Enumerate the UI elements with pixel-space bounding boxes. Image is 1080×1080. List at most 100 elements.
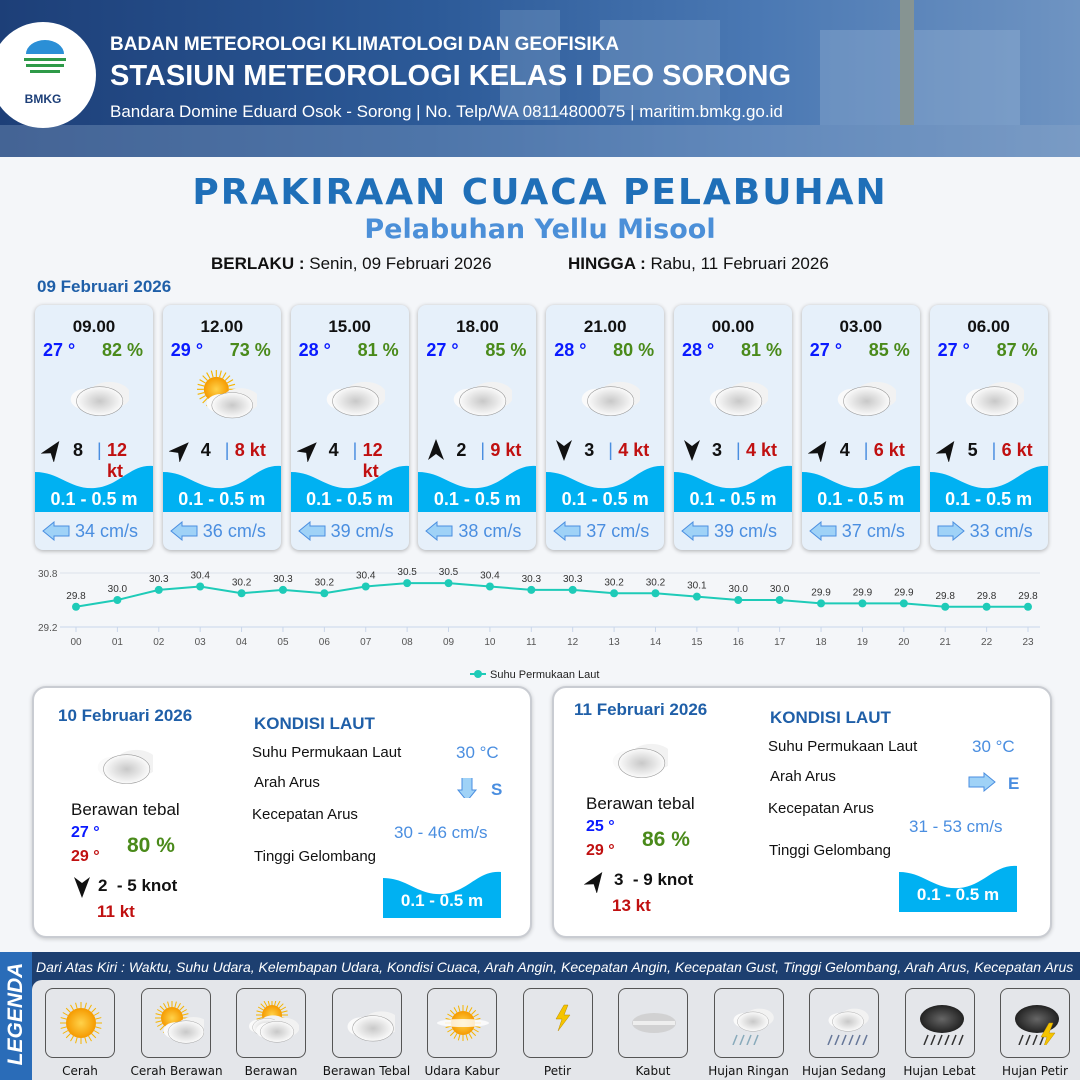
wave-height: 0.1 - 0.5 m xyxy=(817,489,905,509)
wave-height-label: Tinggi Gelombang xyxy=(769,842,892,859)
legend-icon-box xyxy=(713,988,784,1058)
berawan-tebal-icon xyxy=(604,732,673,782)
legend-label: Hujan Sedang xyxy=(802,1064,886,1078)
air-temperature: 27 ° xyxy=(809,340,843,360)
wind-direction-icon xyxy=(552,438,576,462)
forecast-card: 09.00 27 ° 82 % 8 | 12 kt 0.1 - 0.5 m 34… xyxy=(35,305,153,550)
x-tick-label: 06 xyxy=(319,637,331,648)
data-label: 30.2 xyxy=(646,577,666,588)
wind-direction-icon xyxy=(583,869,608,898)
legend-icon-box xyxy=(45,988,115,1058)
divider: | xyxy=(863,440,869,460)
data-label: 30.4 xyxy=(356,571,376,582)
cerah-berawan-icon xyxy=(187,370,260,420)
wind-row: 4 | 6 kt xyxy=(807,438,914,463)
wave-height: 0.1 - 0.5 m xyxy=(400,891,484,910)
data-point xyxy=(610,589,619,598)
data-point xyxy=(941,602,950,611)
legend-label: Kabut xyxy=(635,1064,671,1078)
header-banner: BMKG BADAN METEOROLOGI KLIMATOLOGI DAN G… xyxy=(0,0,1080,157)
forecast-card: 06.00 27 ° 87 % 5 | 6 kt 0.1 - 0.5 m 33 … xyxy=(929,305,1048,550)
current-row: 37 cm/s xyxy=(808,519,918,543)
legend-label: Petir xyxy=(543,1064,572,1078)
current-direction-value: S xyxy=(491,780,503,799)
legend-label: Hujan Lebat xyxy=(903,1064,976,1078)
bmkg-logo: BMKG xyxy=(0,22,96,128)
current-row: 36 cm/s xyxy=(169,519,279,543)
x-tick-label: 23 xyxy=(1022,637,1034,648)
forecast-time: 12.00 xyxy=(200,317,244,336)
legend-item: Hujan Ringan xyxy=(704,988,794,1078)
berawan-tebal-icon xyxy=(89,738,158,788)
berawan-tebal-icon xyxy=(826,370,898,420)
wave-icon xyxy=(546,460,665,512)
legend-item: Hujan Lebat xyxy=(895,988,985,1078)
berawan-tebal-icon xyxy=(570,370,642,420)
forecast-card: 00.00 28 ° 81 % 3 | 4 kt 0.1 - 0.5 m 39 … xyxy=(674,305,792,550)
legend-icon-box xyxy=(618,988,688,1058)
legend-items: Cerah Cerah Berawan Berawan Berawan Tebal Ud… xyxy=(32,980,1080,1080)
x-tick-label: 02 xyxy=(153,637,165,648)
data-point xyxy=(982,602,991,611)
wave-icon xyxy=(899,860,1017,912)
current-row: 34 cm/s xyxy=(41,519,151,543)
temp-min: 27 ° xyxy=(71,824,100,841)
x-tick-label: 15 xyxy=(691,637,703,648)
sst-value: 30 °C xyxy=(972,737,1015,756)
data-point xyxy=(692,592,701,601)
x-tick-label: 09 xyxy=(443,637,455,648)
forecast-card: 03.00 27 ° 85 % 4 | 6 kt 0.1 - 0.5 m 37 … xyxy=(801,305,920,550)
wind-speed: 3 xyxy=(712,440,723,460)
legend-icon-box xyxy=(331,988,402,1058)
legend-title: LEGENDA xyxy=(4,962,27,1066)
sst-label: Suhu Permukaan Laut xyxy=(252,744,402,761)
forecast-time: 06.00 xyxy=(967,317,1010,336)
data-point xyxy=(858,599,867,608)
current-speed: 39 cm/s xyxy=(714,521,778,541)
legend-item: Cerah xyxy=(35,988,125,1078)
legend-item: Udara Kabur xyxy=(417,988,507,1078)
humidity: 81 % xyxy=(357,340,399,360)
data-point xyxy=(734,596,743,604)
air-temperature: 28 ° xyxy=(682,340,715,360)
sst-value: 30 °C xyxy=(456,743,499,762)
wave-height: 0.1 - 0.5 m xyxy=(916,885,1000,904)
gust-speed: 9 kt xyxy=(490,440,522,460)
data-point xyxy=(154,585,163,594)
wave-icon xyxy=(418,460,537,512)
data-label: 30.0 xyxy=(770,584,790,595)
current-speed: 39 cm/s xyxy=(330,521,394,541)
data-label: 30.5 xyxy=(439,567,459,578)
daily-forecast-panel: 11 Februari 2026 Berawan tebal 25 ° 29 °… xyxy=(552,686,1052,938)
wind-speed: 4 xyxy=(328,440,339,460)
divider: | xyxy=(991,440,997,460)
legend-item: Cerah Berawan xyxy=(131,988,223,1078)
x-tick-label: 22 xyxy=(981,637,993,648)
x-tick-label: 14 xyxy=(650,637,662,648)
berawan-tebal-icon xyxy=(315,370,387,420)
data-label: 30.5 xyxy=(397,567,417,578)
wind-row: 4 | 8 kt xyxy=(168,438,275,463)
data-point xyxy=(72,602,80,611)
sea-surface-temp-chart: 30.8 29.2 00 29.8 01 30.0 02 30.3 03 30.4 04 30.2 05… xyxy=(38,567,1040,681)
data-label: 29.9 xyxy=(811,587,831,598)
legend-item: Hujan Sedang xyxy=(799,988,889,1078)
data-label: 30.3 xyxy=(563,574,583,585)
wind-direction-icon xyxy=(424,438,448,462)
cerah-icon xyxy=(54,1001,108,1045)
sea-condition-heading: KONDISI LAUT xyxy=(254,714,375,733)
current-direction-icon xyxy=(680,520,710,542)
wind-row: 2 | 9 kt xyxy=(424,438,530,462)
current-direction-value: E xyxy=(1008,774,1020,793)
wave-icon xyxy=(290,460,409,512)
forecast-card: 15.00 28 ° 81 % 4 | 12 kt 0.1 - 0.5 m 39… xyxy=(290,305,409,550)
legend-icon-box xyxy=(1000,988,1070,1058)
data-point xyxy=(568,585,577,594)
x-tick-label: 04 xyxy=(236,637,248,648)
valid-to-label: HINGGA : xyxy=(568,254,646,273)
legend-label: Berawan Tebal xyxy=(322,1064,411,1078)
wind-speed: 3 - 9 knot xyxy=(614,870,694,889)
wave-icon xyxy=(929,460,1048,512)
current-direction-icon xyxy=(297,520,327,542)
data-label: 29.8 xyxy=(977,591,997,602)
